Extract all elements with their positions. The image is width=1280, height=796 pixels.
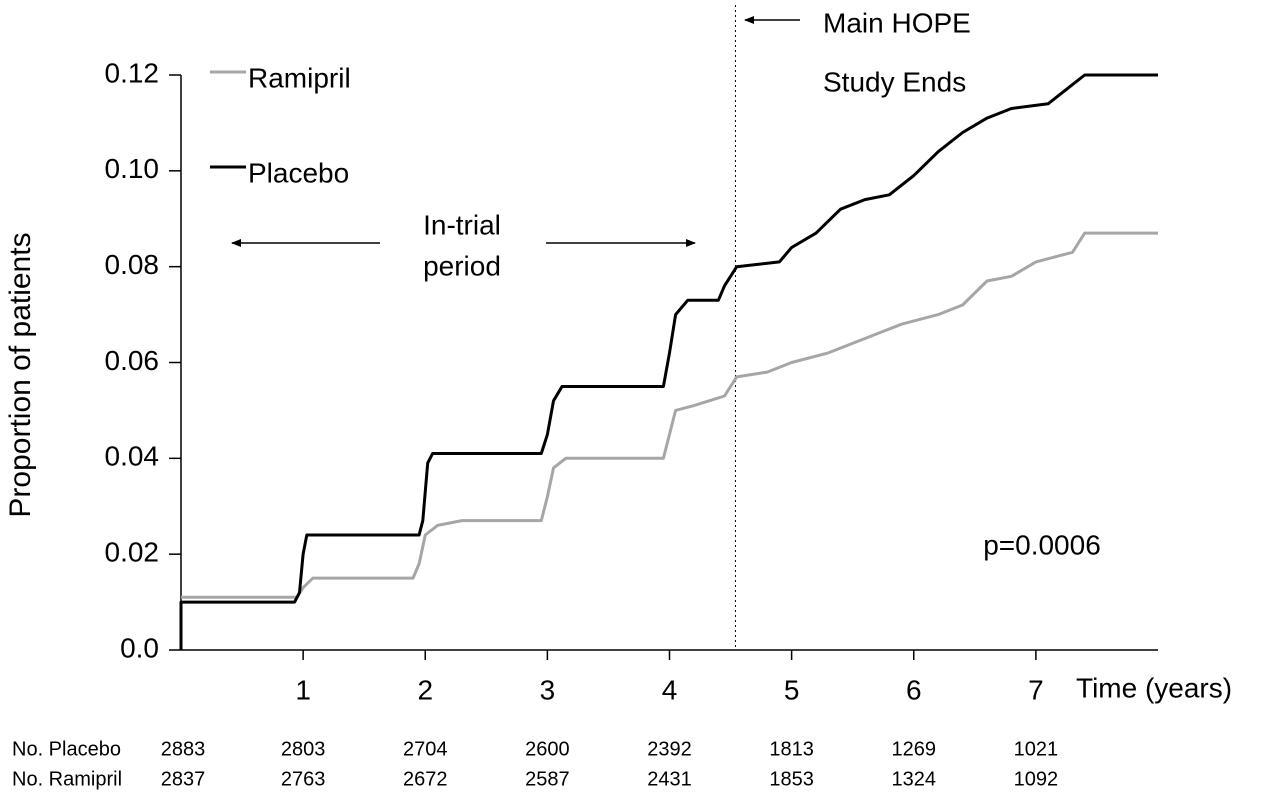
series-line bbox=[179, 73, 1158, 650]
y-tick-label: 0.06 bbox=[105, 345, 160, 376]
y-tick-label: 0.12 bbox=[105, 57, 160, 88]
risk-count: 1324 bbox=[892, 768, 937, 790]
x-tick-label: 4 bbox=[662, 674, 678, 705]
y-tick-label: 0.0 bbox=[120, 632, 159, 663]
risk-count: 1092 bbox=[1014, 768, 1059, 790]
annotation: Study Ends bbox=[823, 66, 966, 97]
x-tick-label: 2 bbox=[417, 674, 433, 705]
risk-count: 2392 bbox=[647, 738, 692, 760]
risk-row-label: No. Placebo bbox=[12, 738, 121, 760]
p-value: p=0.0006 bbox=[983, 529, 1101, 560]
y-tick-label: 0.10 bbox=[105, 153, 160, 184]
y-tick-label: 0.02 bbox=[105, 537, 160, 568]
risk-count: 1813 bbox=[769, 738, 814, 760]
risk-row-label: No. Ramipril bbox=[12, 768, 122, 790]
y-tick-label: 0.08 bbox=[105, 249, 160, 280]
x-tick-label: 7 bbox=[1028, 674, 1044, 705]
risk-count: 1269 bbox=[892, 738, 937, 760]
risk-count: 2672 bbox=[403, 768, 448, 790]
annotation: Main HOPE bbox=[823, 7, 971, 38]
annotation: In-trial bbox=[423, 209, 501, 240]
risk-count: 2837 bbox=[161, 768, 206, 790]
annotation: period bbox=[423, 250, 501, 281]
x-tick-label: 6 bbox=[906, 674, 922, 705]
risk-count: 2431 bbox=[647, 768, 692, 790]
risk-count: 2587 bbox=[525, 768, 570, 790]
x-axis-label: Time (years) bbox=[1076, 672, 1232, 703]
x-tick-label: 5 bbox=[784, 674, 800, 705]
risk-count: 2803 bbox=[281, 738, 326, 760]
legend-label: Ramipril bbox=[248, 62, 351, 93]
risk-count: 2704 bbox=[403, 738, 448, 760]
x-tick-label: 3 bbox=[540, 674, 556, 705]
risk-count: 2600 bbox=[525, 738, 570, 760]
risk-count: 1853 bbox=[769, 768, 814, 790]
risk-count: 2883 bbox=[161, 738, 206, 760]
risk-count: 2763 bbox=[281, 768, 326, 790]
series-line bbox=[181, 231, 1158, 599]
risk-count: 1021 bbox=[1014, 738, 1059, 760]
y-tick-label: 0.04 bbox=[105, 441, 160, 472]
y-axis-label: Proportion of patients bbox=[4, 232, 37, 517]
x-tick-label: 1 bbox=[295, 674, 311, 705]
legend-label: Placebo bbox=[248, 157, 349, 188]
